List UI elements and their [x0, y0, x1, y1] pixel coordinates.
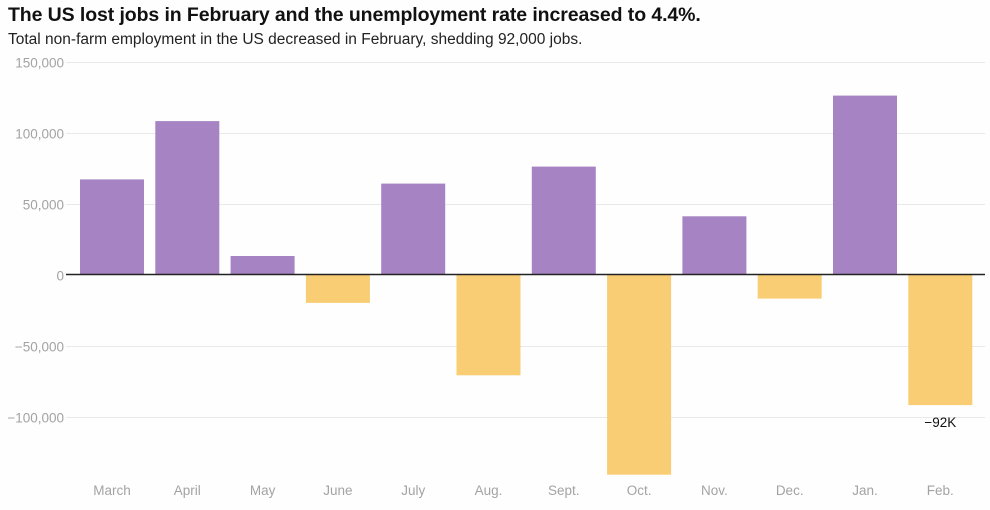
x-tick-label: May	[250, 483, 276, 498]
bar	[682, 216, 747, 275]
x-tick-label: Jan.	[852, 483, 878, 498]
chart-title: The US lost jobs in February and the une…	[8, 4, 701, 26]
bar	[305, 274, 370, 303]
x-tick-label: June	[323, 483, 352, 498]
bar	[155, 121, 220, 275]
bar	[456, 274, 521, 376]
x-axis: March April May June July Aug. Sept. Oct. Nov. De…	[93, 483, 954, 498]
y-tick-label: −100,000	[7, 411, 64, 426]
bar	[230, 256, 295, 275]
x-tick-label: Sept.	[548, 483, 580, 498]
y-tick-label: 150,000	[15, 56, 64, 71]
bars	[80, 95, 973, 475]
chart-subtitle: Total non-farm employment in the US decr…	[8, 31, 583, 48]
x-tick-label: April	[174, 483, 201, 498]
x-tick-label: Feb.	[927, 483, 954, 498]
bar	[908, 274, 973, 406]
bar	[757, 274, 822, 299]
y-tick-label: 100,000	[15, 127, 64, 142]
bar	[381, 183, 446, 275]
x-tick-label: Oct.	[627, 483, 652, 498]
annotations: −92K	[924, 415, 956, 430]
bar	[607, 274, 672, 475]
bar	[531, 166, 596, 275]
bar	[80, 179, 144, 275]
data-label: −92K	[924, 415, 956, 430]
x-tick-label: Nov.	[701, 483, 728, 498]
x-tick-label: July	[401, 483, 425, 498]
x-tick-label: Aug.	[475, 483, 503, 498]
bar	[833, 95, 897, 275]
x-tick-label: March	[93, 483, 131, 498]
y-tick-label: −50,000	[15, 340, 64, 355]
y-tick-label: 0	[56, 269, 64, 284]
y-tick-label: 50,000	[23, 198, 64, 213]
x-tick-label: Dec.	[776, 483, 804, 498]
y-axis: 150,000 100,000 50,000 0 −50,000 −100,000	[7, 56, 64, 426]
